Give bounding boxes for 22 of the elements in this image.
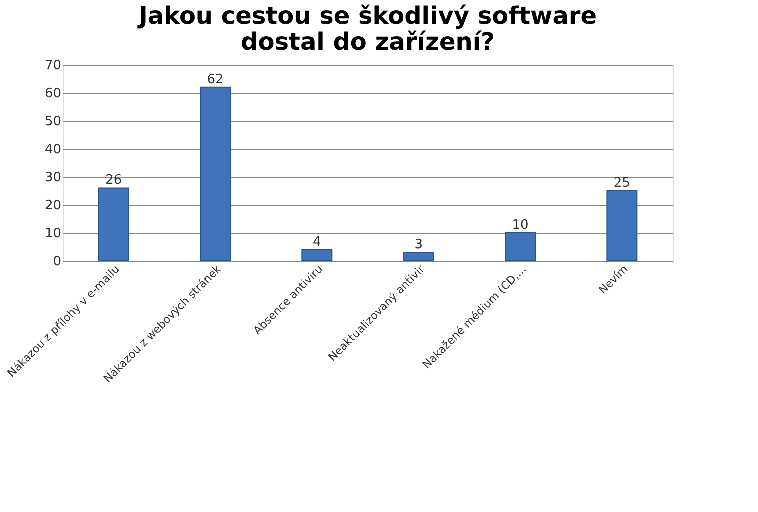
bar bbox=[200, 86, 231, 262]
y-tick-label: 70 bbox=[44, 58, 62, 74]
text: Jakou cestou se škodlivý software bbox=[138, 2, 598, 30]
data-label: 4 bbox=[313, 234, 322, 250]
bar bbox=[98, 188, 130, 262]
y-tick-label: 0 bbox=[53, 254, 62, 270]
data-label: 62 bbox=[207, 72, 224, 88]
y-tick-label: 30 bbox=[44, 170, 62, 186]
data-label: 26 bbox=[106, 173, 122, 188]
y-tick-label: 50 bbox=[44, 114, 62, 130]
y-tick-label: 40 bbox=[44, 142, 62, 158]
y-tick-label: 10 bbox=[44, 226, 62, 242]
text: dostal do zařízení? bbox=[241, 28, 495, 56]
bar bbox=[606, 190, 638, 262]
bar bbox=[302, 249, 333, 262]
bar bbox=[505, 232, 536, 262]
bar bbox=[403, 252, 434, 262]
data-label: 3 bbox=[414, 238, 423, 253]
y-tick-label: 60 bbox=[44, 86, 62, 102]
data-label: 10 bbox=[512, 218, 529, 233]
data-label: 25 bbox=[614, 176, 630, 191]
y-tick-label: 20 bbox=[44, 198, 62, 214]
